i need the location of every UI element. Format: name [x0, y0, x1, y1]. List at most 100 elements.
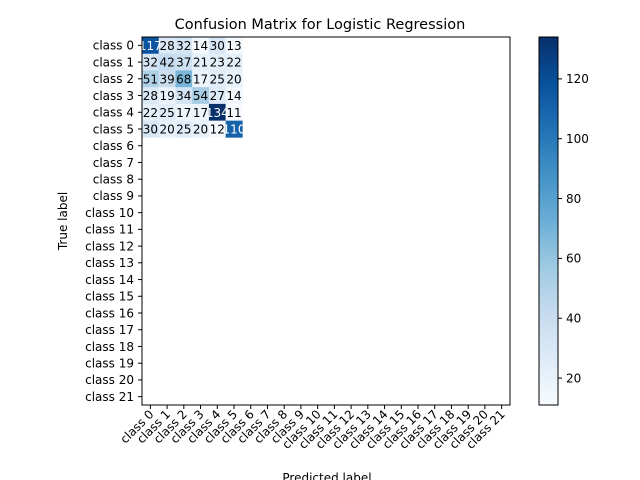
heatmap-cell-1-5 — [225, 53, 243, 71]
colorbar — [538, 36, 559, 406]
y-tick-label: class 19 — [85, 356, 134, 370]
y-tick-label: class 10 — [85, 206, 134, 220]
y-tick-label: class 12 — [85, 239, 134, 253]
cell-value-2-4: 25 — [210, 72, 225, 86]
heatmap-cells — [142, 37, 243, 138]
y-tick-label: class 17 — [85, 323, 134, 337]
heatmap-cell-4-4 — [208, 103, 226, 121]
heatmap-cell-0-5 — [225, 37, 243, 55]
y-tick-label: class 6 — [93, 139, 134, 153]
y-tick-labels: class 0 class 1 class 2 class 3 class 4 class… — [85, 39, 142, 404]
y-tick-label: class 18 — [85, 340, 134, 354]
cell-value-0-4: 30 — [210, 39, 225, 53]
heatmap-cell-2-4 — [208, 70, 226, 88]
cell-value-1-3: 21 — [193, 56, 208, 70]
heatmap-cell-3-2 — [175, 87, 193, 105]
colorbar-tick-label: 120 — [566, 72, 589, 86]
heatmap-cell-5-2 — [175, 120, 193, 138]
cell-value-1-2: 37 — [176, 56, 191, 70]
cell-value-4-1: 25 — [159, 106, 174, 120]
cell-value-4-2: 17 — [176, 106, 191, 120]
cell-value-0-5: 13 — [226, 39, 241, 53]
heatmap-cell-0-4 — [208, 37, 226, 55]
heatmap-cell-0-2 — [175, 37, 193, 55]
y-tick-label: class 13 — [85, 256, 134, 270]
cell-value-5-4: 12 — [210, 123, 225, 137]
y-tick-label: class 3 — [93, 89, 134, 103]
cell-value-0-0: 117 — [139, 39, 162, 53]
cell-value-2-5: 20 — [226, 72, 241, 86]
heatmap-cell-5-0 — [142, 120, 160, 138]
cell-value-0-2: 32 — [176, 39, 191, 53]
colorbar-tick-label: 40 — [566, 312, 581, 326]
heatmap-cell-3-4 — [208, 87, 226, 105]
cell-value-5-3: 20 — [193, 123, 208, 137]
y-tick-label: class 11 — [85, 223, 134, 237]
heatmap-cell-0-1 — [158, 37, 176, 55]
cell-value-1-5: 22 — [226, 56, 241, 70]
cell-value-2-0: 51 — [143, 72, 158, 86]
heatmap-cell-5-5 — [225, 120, 243, 138]
cell-value-3-3: 54 — [193, 89, 208, 103]
colorbar-tick-label: 80 — [566, 192, 581, 206]
cell-value-5-5: 110 — [223, 123, 246, 137]
heatmap-cell-4-1 — [158, 103, 176, 121]
cell-value-5-2: 25 — [176, 123, 191, 137]
cell-value-1-4: 23 — [210, 56, 225, 70]
y-tick-label: class 15 — [85, 290, 134, 304]
heatmap-cell-1-1 — [158, 53, 176, 71]
heatmap-cell-2-1 — [158, 70, 176, 88]
heatmap-cell-4-5 — [225, 103, 243, 121]
cell-value-0-1: 28 — [159, 39, 174, 53]
y-tick-label: class 7 — [93, 156, 134, 170]
heatmap-cell-4-3 — [192, 103, 210, 121]
y-tick-label: class 20 — [85, 373, 134, 387]
heatmap-cell-2-5 — [225, 70, 243, 88]
colorbar-tick-label: 100 — [566, 132, 589, 146]
heatmap-cell-3-5 — [225, 87, 243, 105]
heatmap-cell-2-0 — [142, 70, 160, 88]
cell-value-5-1: 20 — [159, 123, 174, 137]
heatmap-cell-3-1 — [158, 87, 176, 105]
cell-value-2-3: 17 — [193, 72, 208, 86]
heatmap-cell-3-0 — [142, 87, 160, 105]
heatmap-cell-0-0 — [142, 37, 160, 55]
heatmap-cell-1-4 — [208, 53, 226, 71]
y-tick-label: class 1 — [93, 55, 134, 69]
heatmap-cell-2-2 — [175, 70, 193, 88]
y-tick-label: class 4 — [93, 106, 134, 120]
heatmap-cell-0-3 — [192, 37, 210, 55]
cell-value-2-1: 39 — [159, 72, 174, 86]
cell-value-1-0: 32 — [143, 56, 158, 70]
y-tick-label: class 16 — [85, 306, 134, 320]
heatmap-cell-1-3 — [192, 53, 210, 71]
colorbar-tick-label: 20 — [566, 371, 581, 385]
cell-value-3-2: 34 — [176, 89, 191, 103]
y-tick-label: class 5 — [93, 122, 134, 136]
heatmap-cell-5-4 — [208, 120, 226, 138]
heatmap-cell-5-3 — [192, 120, 210, 138]
cell-value-3-5: 14 — [226, 89, 241, 103]
colorbar-ticks: 20 40 60 80 100 120 — [558, 72, 589, 385]
colorbar-tick-label: 60 — [566, 252, 581, 266]
y-tick-label: class 8 — [93, 172, 134, 186]
y-tick-label: class 9 — [93, 189, 134, 203]
y-tick-label: class 2 — [93, 72, 134, 86]
cell-value-1-1: 42 — [159, 56, 174, 70]
plot-frame — [141, 36, 511, 406]
heatmap-cell-2-3 — [192, 70, 210, 88]
chart-title: Confusion Matrix for Logistic Regression — [175, 17, 466, 33]
cell-value-0-3: 14 — [193, 39, 208, 53]
cell-value-3-4: 27 — [210, 89, 225, 103]
y-tick-label: class 21 — [85, 390, 134, 404]
y-tick-label: class 14 — [85, 273, 134, 287]
cell-value-4-5: 11 — [226, 106, 241, 120]
y-tick-label: class 0 — [93, 39, 134, 53]
cell-value-4-0: 22 — [143, 106, 158, 120]
cell-value-5-0: 30 — [143, 123, 158, 137]
cell-value-2-2: 68 — [176, 72, 191, 86]
cell-value-4-3: 17 — [193, 106, 208, 120]
